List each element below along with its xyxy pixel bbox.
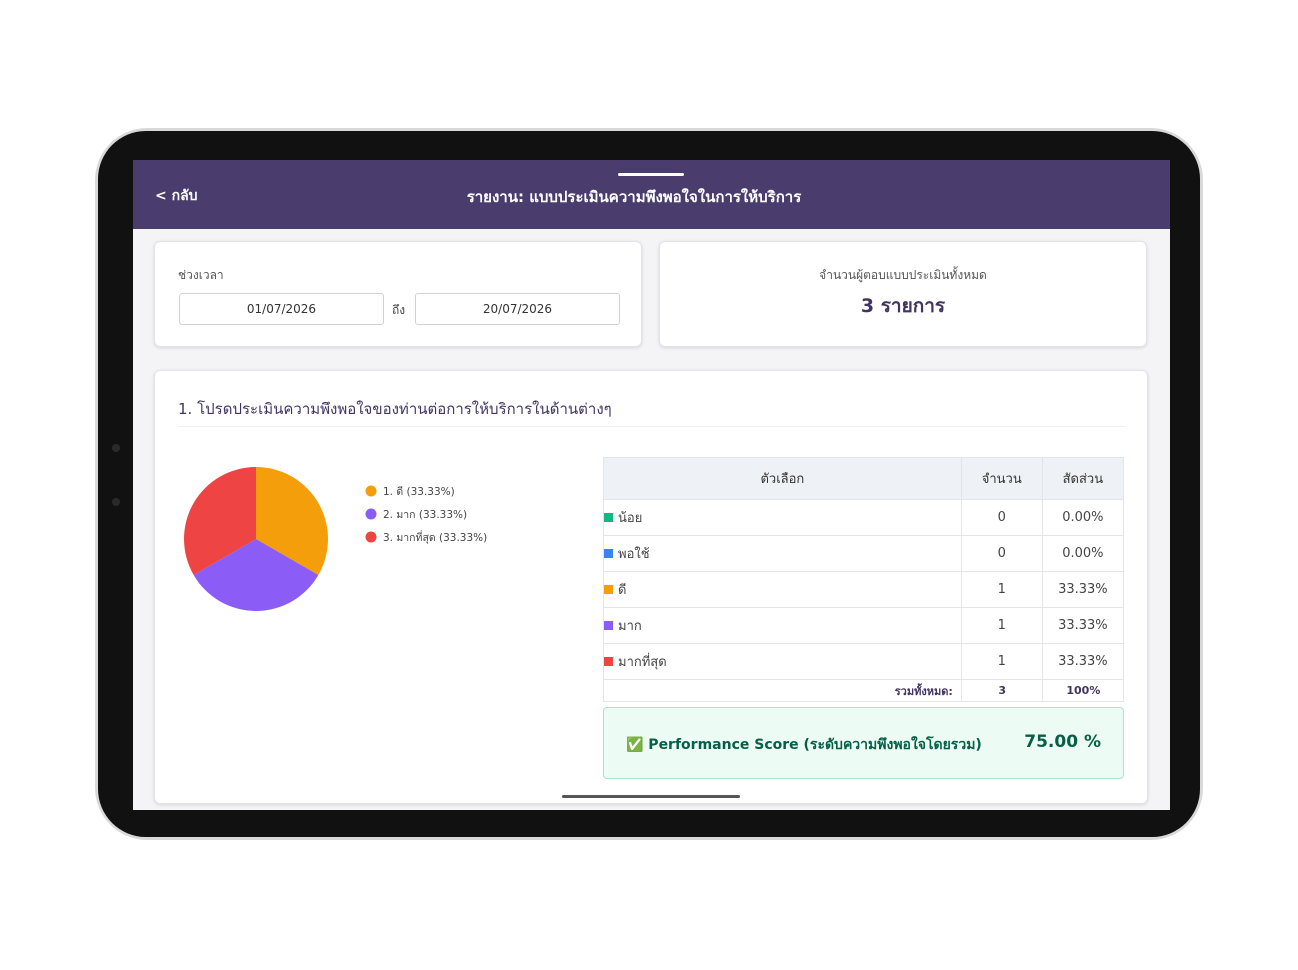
back-button[interactable]: < กลับ	[155, 188, 198, 204]
legend-swatch	[365, 531, 377, 543]
option-cell: มาก	[603, 607, 962, 644]
total-cell: 100%	[1041, 679, 1125, 702]
pie-slice	[184, 467, 256, 575]
table-row: มากที่สุด 1 33.33%	[603, 643, 1125, 680]
total-row: รวมทั้งหมด: 3 100%	[603, 679, 1125, 702]
respondents-card: จำนวนผู้ตอบแบบประเมินทั้งหมด 3 รายการ	[659, 241, 1147, 347]
respondents-value: 3 รายการ	[860, 295, 946, 317]
sensor	[112, 498, 120, 506]
color-swatch	[604, 621, 613, 630]
legend-swatch	[365, 485, 377, 497]
divider	[178, 426, 1125, 427]
question-title: 1. โปรดประเมินความพึงพอใจของท่านต่อการให…	[178, 400, 612, 418]
option-label: มากที่สุด	[618, 655, 667, 670]
table-row: ดี 1 33.33%	[603, 571, 1125, 608]
option-cell: มากที่สุด	[603, 643, 962, 680]
option-cell: ดี	[603, 571, 962, 608]
option-label: ดี	[618, 583, 627, 598]
header-bar: < กลับ รายงาน: แบบประเมินความพึงพอใจในกา…	[133, 160, 1170, 229]
camera	[112, 444, 120, 452]
share-cell: 0.00%	[1041, 499, 1125, 536]
screen: < กลับ รายงาน: แบบประเมินความพึงพอใจในกา…	[133, 160, 1170, 810]
legend-swatch	[365, 508, 377, 520]
score-box: ✅ Performance Score (ระดับความพึงพอใจโดย…	[603, 707, 1124, 779]
color-swatch	[604, 585, 613, 594]
count-cell: 1	[960, 643, 1043, 680]
count-cell: 1	[960, 571, 1043, 608]
pie-chart: 1. ดี (33.33%) 2. มาก (33.33%) 3. มากที่สุ…	[184, 467, 487, 611]
share-cell: 33.33%	[1041, 571, 1125, 608]
total-cell: 3	[960, 679, 1043, 702]
color-swatch	[604, 549, 613, 558]
option-cell: น้อย	[603, 499, 962, 536]
score-label: ✅ Performance Score (ระดับความพึงพอใจโดย…	[626, 737, 982, 753]
total-cell: รวมทั้งหมด:	[603, 679, 962, 702]
period-label: ช่วงเวลา	[178, 268, 224, 282]
count-cell: 1	[960, 607, 1043, 644]
column-header: จำนวน	[960, 457, 1043, 500]
option-cell: พอใช้	[603, 535, 962, 572]
column-header: สัดส่วน	[1041, 457, 1125, 500]
color-swatch	[604, 657, 613, 666]
to-label: ถึง	[392, 303, 406, 317]
share-cell: 33.33%	[1041, 607, 1125, 644]
share-cell: 33.33%	[1041, 643, 1125, 680]
respondents-label: จำนวนผู้ตอบแบบประเมินทั้งหมด	[819, 268, 987, 282]
score-value: 75.00 %	[1024, 732, 1101, 752]
handle	[618, 173, 684, 176]
home-indicator	[562, 795, 740, 798]
date-from[interactable]: 01/07/2026	[179, 293, 384, 325]
legend-label: 3. มากที่สุด (33.33%)	[383, 530, 487, 544]
count-cell: 0	[960, 535, 1043, 572]
legend-label: 2. มาก (33.33%)	[383, 509, 467, 521]
header-row: ตัวเลือก จำนวน สัดส่วน	[603, 457, 1125, 500]
results-table: ตัวเลือก จำนวน สัดส่วนน้อย 0 0.00% พอใช้ 0 0.00…	[603, 457, 1125, 702]
color-swatch	[604, 513, 613, 522]
date-to[interactable]: 20/07/2026	[415, 293, 620, 325]
pie-slice	[193, 539, 319, 611]
share-cell: 0.00%	[1041, 535, 1125, 572]
legend-label: 1. ดี (33.33%)	[383, 485, 455, 498]
pie-slice	[256, 467, 328, 575]
table-row: น้อย 0 0.00%	[603, 499, 1125, 536]
page-title: รายงาน: แบบประเมินความพึงพอใจในการให้บริ…	[466, 188, 802, 206]
option-label: มาก	[618, 619, 642, 634]
option-label: น้อย	[618, 511, 643, 526]
count-cell: 0	[960, 499, 1043, 536]
column-header: ตัวเลือก	[603, 457, 962, 500]
question-card: 1. โปรดประเมินความพึงพอใจของท่านต่อการให…	[154, 370, 1148, 804]
table-row: มาก 1 33.33%	[603, 607, 1125, 644]
option-label: พอใช้	[618, 547, 650, 562]
period-card: ช่วงเวลา 01/07/2026 ถึง 20/07/2026	[154, 241, 642, 347]
table-row: พอใช้ 0 0.00%	[603, 535, 1125, 572]
